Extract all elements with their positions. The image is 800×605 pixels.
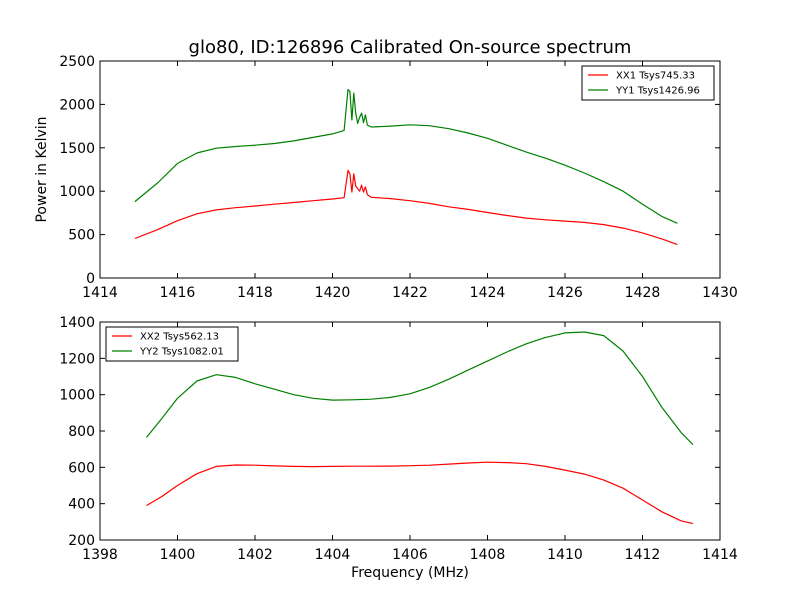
- y-tick-label: 2500: [59, 54, 95, 70]
- x-tick-label: 1416: [160, 285, 196, 301]
- y-axis-label: Power in Kelvin: [34, 116, 50, 222]
- x-tick-label: 1412: [625, 547, 661, 563]
- x-tick-label: 1402: [237, 547, 273, 563]
- y-tick-label: 1500: [59, 141, 95, 157]
- series-line-2: [134, 88, 678, 224]
- x-tick-label: 1406: [392, 547, 428, 563]
- legend-entry-label: XX1 Tsys745.33: [616, 71, 695, 82]
- x-tick-label: 1414: [702, 547, 738, 563]
- x-tick-label: 1428: [625, 285, 661, 301]
- x-tick-label: 1418: [237, 285, 273, 301]
- x-tick-label: 1408: [470, 547, 506, 563]
- series-line-3: [146, 461, 694, 525]
- chart-title: glo80, ID:126896 Calibrated On-source sp…: [189, 37, 632, 58]
- y-tick-label: 200: [68, 533, 95, 549]
- x-tick-label: 1404: [315, 547, 351, 563]
- y-tick-label: 1000: [59, 184, 95, 200]
- x-tick-label: 1424: [470, 285, 506, 301]
- x-tick-label: 1400: [160, 547, 196, 563]
- x-tick-label: 1414: [82, 285, 118, 301]
- y-tick-label: 800: [68, 424, 95, 440]
- y-tick-label: 1400: [59, 315, 95, 331]
- legend-box: [105, 326, 239, 362]
- y-tick-label: 1200: [59, 351, 95, 367]
- x-tick-label: 1420: [315, 285, 351, 301]
- series-line-1: [134, 169, 678, 246]
- y-tick-label: 1000: [59, 388, 95, 404]
- series-line-4: [146, 331, 694, 446]
- x-tick-label: 1422: [392, 285, 428, 301]
- y-tick-label: 500: [68, 228, 95, 244]
- y-tick-label: 600: [68, 460, 95, 476]
- legend-entry-label: YY2 Tsys1082.01: [139, 347, 224, 358]
- x-axis-label: Frequency (MHz): [351, 565, 469, 581]
- legend-entry-label: XX2 Tsys562.13: [140, 332, 219, 343]
- y-tick-label: 2000: [59, 97, 95, 113]
- x-tick-label: 1426: [547, 285, 583, 301]
- x-tick-label: 1398: [82, 547, 118, 563]
- legend-entry-label: YY1 Tsys1426.96: [615, 86, 700, 97]
- y-tick-label: 0: [86, 271, 95, 287]
- top-plot-panel: 1414 1416 1418 1420 1422 1424 1426 1428 1430 0 500…: [34, 54, 738, 301]
- y-tick-label: 400: [68, 497, 95, 513]
- x-tick-label: 1410: [547, 547, 583, 563]
- legend-box: [581, 65, 715, 101]
- x-tick-label: 1430: [702, 285, 738, 301]
- bottom-plot-panel: 1398 1400 1402 1404 1406 1408 1410 1412 1414 200 4…: [59, 315, 738, 581]
